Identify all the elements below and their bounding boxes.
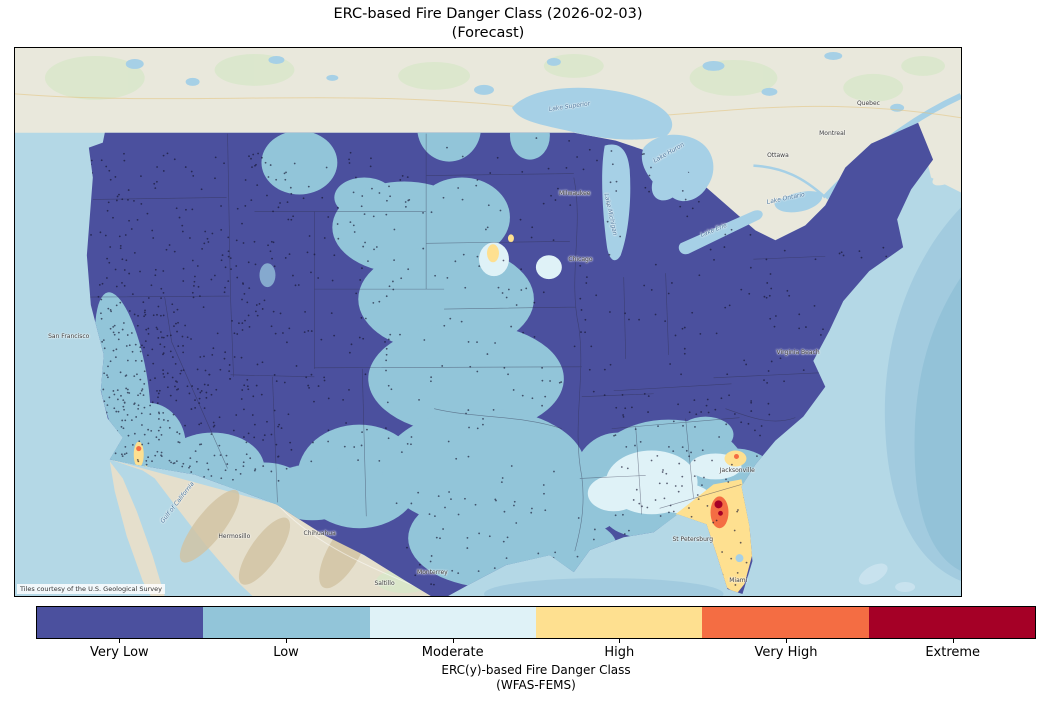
xlabel-line-1: ERC(y)-based Fire Danger Class: [441, 663, 631, 677]
canada-land: [15, 48, 961, 241]
city-label: Jacksonville: [719, 467, 755, 475]
legend-segment: [868, 607, 1035, 638]
colorbar-tick: [452, 639, 454, 643]
city-label: San Francisco: [48, 332, 90, 340]
legend-label: Very High: [754, 645, 818, 660]
legend-segment: [535, 607, 703, 638]
city-label: Milwaukee: [558, 190, 591, 198]
extreme-region: [714, 500, 723, 516]
xlabel-line-2: (WFAS-FEMS): [496, 678, 576, 692]
legend-label: Very Low: [90, 645, 149, 660]
lake-superior: [511, 87, 673, 140]
great-salt-lake: [259, 263, 276, 288]
colorbar-ticks: [36, 639, 1036, 643]
gulf-deep-band: [484, 578, 724, 596]
tiles-attribution: Tiles courtesy of the U.S. Geological Su…: [17, 584, 165, 594]
state-borders: [86, 133, 826, 552]
colorbar-tick: [286, 639, 287, 643]
bahama-bank: [858, 563, 888, 585]
city-label: Chihuahua: [303, 530, 336, 538]
legend-segment: [702, 607, 869, 638]
colorbar-tick: [952, 639, 954, 643]
city-label: Monterrey: [417, 568, 448, 576]
legend-label: High: [604, 645, 635, 660]
city-label: Chicago: [568, 256, 593, 264]
lake-huron: [641, 134, 714, 202]
city-label: Quebec: [856, 100, 880, 108]
chart-title: ERC-based Fire Danger Class (2026-02-03)…: [14, 5, 962, 43]
lake-ontario: [774, 191, 823, 213]
city-label: Ottawa: [767, 152, 789, 160]
lake-erie: [678, 210, 763, 255]
legend-label: Low: [273, 645, 299, 660]
fire-danger-overlays: [94, 122, 782, 595]
legend-label: Extreme: [925, 645, 981, 660]
colorbar: [36, 606, 1036, 639]
legend-labels: Very Low Low Moderate High Very High Extreme: [36, 645, 1036, 660]
map-image: [15, 48, 961, 596]
colorbar-tick: [619, 639, 621, 643]
city-label: Hermosillo: [218, 532, 251, 540]
city-label: Virginia Beach: [776, 349, 820, 357]
legend-segment: [37, 607, 204, 638]
mexico-road: [277, 503, 435, 595]
ottawa-river: [753, 164, 827, 199]
title-line-2: (Forecast): [451, 25, 525, 41]
city-label: Saltillo: [374, 579, 395, 587]
atlantic-deeper-band: [914, 277, 961, 572]
nova-scotia: [932, 165, 961, 186]
great-lakes: [511, 87, 823, 563]
city-label: Montreal: [819, 130, 846, 138]
lake-okeechobee: [735, 554, 744, 563]
city-label: Miami: [729, 576, 748, 584]
title-line-1: ERC-based Fire Danger Class (2026-02-03): [333, 6, 643, 22]
baja-california: [109, 461, 165, 596]
legend-segment: [369, 607, 536, 638]
map-panel: Tiles courtesy of the U.S. Geological Su…: [14, 47, 962, 597]
bahama-bank-2: [895, 582, 916, 593]
legend-segment: [203, 607, 370, 638]
city-label: St Petersburg: [672, 535, 714, 543]
legend-label: Moderate: [421, 645, 484, 660]
colorbar-tick: [786, 639, 787, 643]
lake-michigan: [602, 144, 631, 261]
colorbar-tick: [119, 639, 121, 643]
colorbar-axis-label: ERC(y)-based Fire Danger Class (WFAS-FEM…: [36, 663, 1036, 693]
